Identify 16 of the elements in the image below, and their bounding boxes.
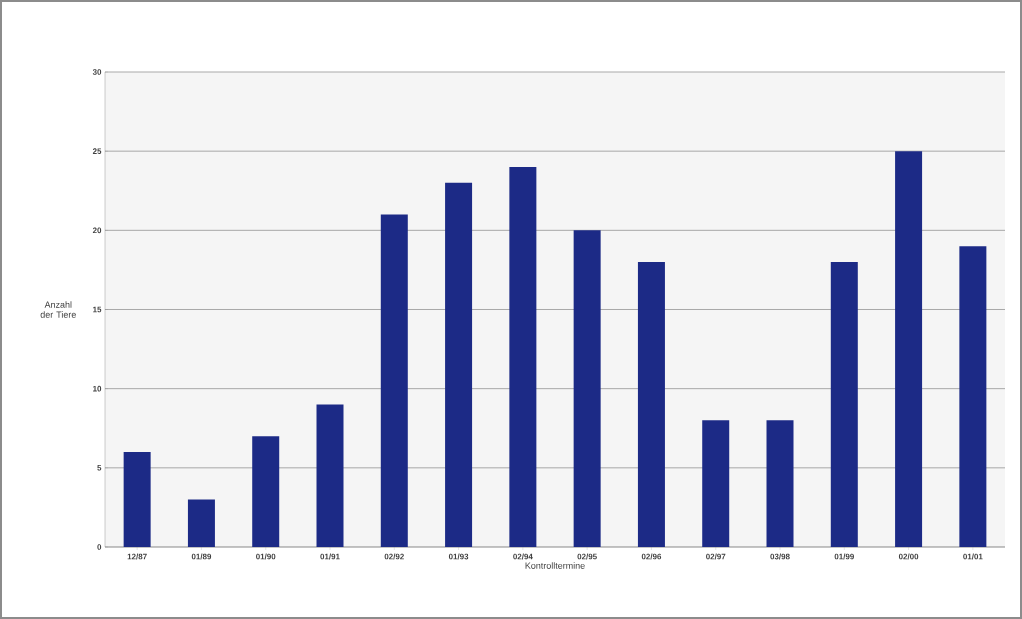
bar xyxy=(895,151,923,547)
bar xyxy=(380,214,408,547)
bar xyxy=(959,246,987,547)
bar xyxy=(702,420,730,547)
bar xyxy=(123,452,151,547)
bar xyxy=(573,230,601,547)
bar xyxy=(316,404,344,547)
y-axis-title: Anzahl der Tiere xyxy=(40,301,76,318)
bar xyxy=(187,499,215,547)
x-axis-title: Kontrolltermine xyxy=(525,562,585,569)
bar xyxy=(766,420,794,547)
bar xyxy=(445,182,473,547)
bar xyxy=(509,167,537,547)
bar xyxy=(252,436,280,547)
bar xyxy=(830,262,858,547)
bar xyxy=(637,262,665,547)
